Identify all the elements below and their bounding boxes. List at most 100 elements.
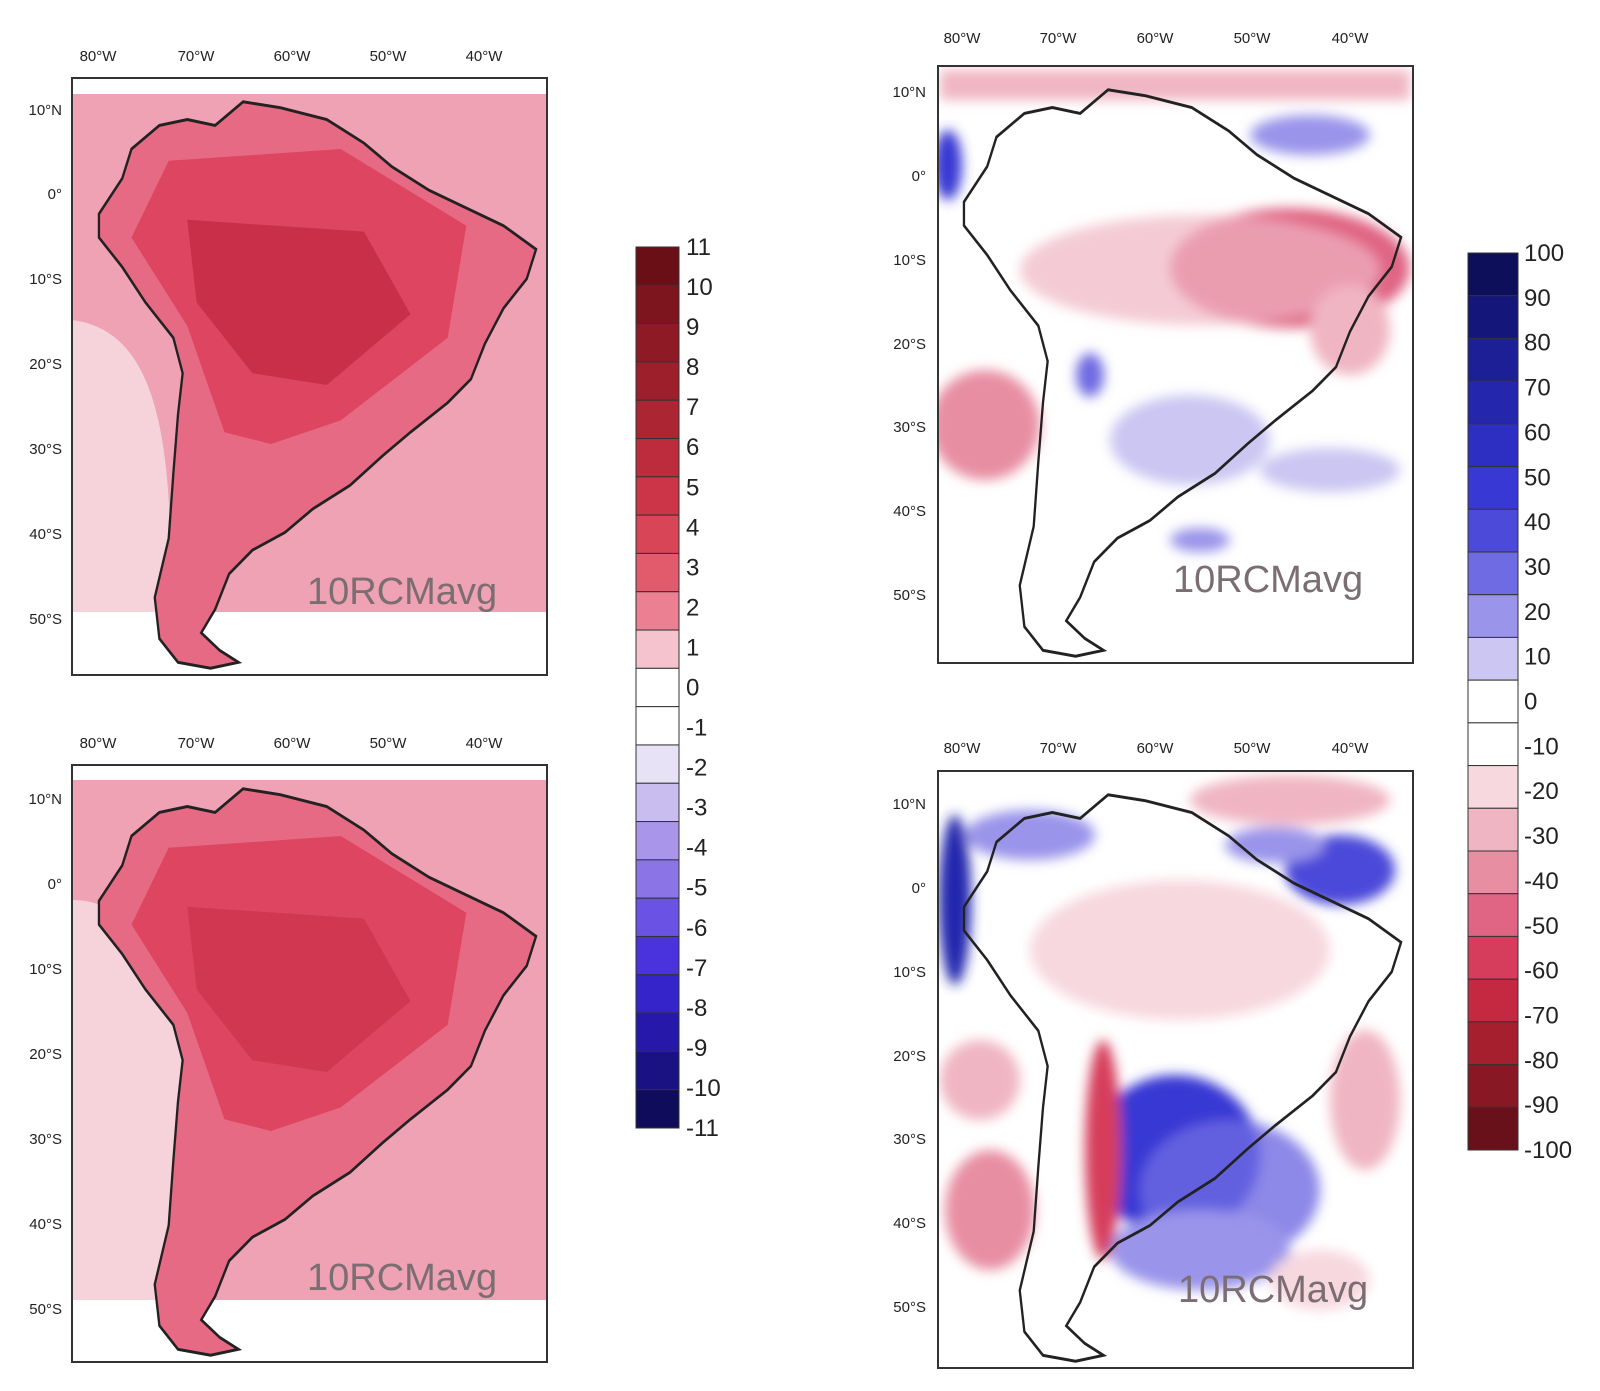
colorbar-tick-label: -80 bbox=[1524, 1047, 1559, 1074]
colorbar-swatch bbox=[1467, 466, 1519, 510]
lon-axis-labels: 80°W 70°W 60°W 50°W 40°W bbox=[80, 48, 504, 65]
colorbar-tick-label: -50 bbox=[1524, 913, 1559, 940]
svg-text:20°S: 20°S bbox=[29, 1046, 62, 1063]
colorbar-swatch bbox=[635, 476, 680, 516]
colorbar-swatch bbox=[635, 744, 680, 784]
colorbar-swatch bbox=[635, 629, 680, 669]
lon-axis-labels: 80°W 70°W 60°W 50°W 40°W bbox=[80, 735, 504, 752]
colorbar-swatch bbox=[1467, 1021, 1519, 1066]
colorbar-tick-label: 4 bbox=[686, 514, 699, 541]
colorbar-tick-label: 30 bbox=[1524, 554, 1551, 581]
colorbar-swatch bbox=[635, 821, 680, 861]
colorbar-tick-label: 20 bbox=[1524, 599, 1551, 626]
svg-text:10°S: 10°S bbox=[893, 252, 926, 269]
colorbar-swatch bbox=[1467, 893, 1519, 937]
lat-axis-labels: 10°N 0° 10°S 20°S 30°S 40°S 50°S bbox=[892, 796, 926, 1316]
lon-axis-labels: 80°W 70°W 60°W 50°W 40°W bbox=[944, 740, 1370, 757]
colorbar-swatch bbox=[1467, 337, 1519, 382]
svg-text:0°: 0° bbox=[912, 880, 926, 897]
svg-text:30°S: 30°S bbox=[29, 441, 62, 458]
svg-text:20°S: 20°S bbox=[893, 1048, 926, 1065]
map-panel-bottom-right: 10RCMavg 80°W 70°W 60°W 50°W 40°W 10°N 0… bbox=[892, 740, 1414, 1369]
colorbar-swatch bbox=[635, 552, 680, 593]
colorbar-tick-label: -70 bbox=[1524, 1002, 1559, 1029]
colorbar-tick-label: -5 bbox=[686, 875, 707, 902]
colorbar-swatch bbox=[635, 438, 680, 478]
svg-text:40°S: 40°S bbox=[893, 503, 926, 520]
colorbar-tick-label: 0 bbox=[1524, 689, 1537, 716]
colorbar-tick-label: -2 bbox=[686, 755, 707, 782]
svg-text:50°S: 50°S bbox=[893, 587, 926, 604]
colorbar-tick-label: 9 bbox=[686, 314, 699, 341]
colorbar-tick-label: -100 bbox=[1524, 1137, 1572, 1164]
colorbar-swatch bbox=[635, 974, 680, 1014]
colorbar-swatch bbox=[635, 1012, 680, 1052]
colorbar-tick-label: 10 bbox=[1524, 644, 1551, 671]
colorbar-tick-label: -9 bbox=[686, 1035, 707, 1062]
colorbar-swatch bbox=[635, 897, 680, 937]
colorbar-swatch bbox=[1467, 1064, 1519, 1108]
colorbar-swatch bbox=[1467, 295, 1519, 339]
colorbar-tick-label: 60 bbox=[1524, 419, 1551, 446]
colorbar-tick-label: -30 bbox=[1524, 823, 1559, 850]
colorbar-swatch bbox=[1467, 551, 1519, 596]
svg-text:50°S: 50°S bbox=[893, 1299, 926, 1316]
colorbar-precipitation: 1009080706050403020100-10-20-30-40-50-60… bbox=[1467, 240, 1572, 1164]
colorbar-tick-label: 70 bbox=[1524, 375, 1551, 402]
svg-text:50°W: 50°W bbox=[370, 48, 408, 65]
colorbar-swatch bbox=[1467, 850, 1519, 895]
colorbar-swatch bbox=[635, 1050, 680, 1091]
colorbar-swatch bbox=[635, 1089, 680, 1129]
colorbar-swatch bbox=[1467, 935, 1519, 980]
svg-text:20°S: 20°S bbox=[893, 336, 926, 353]
colorbar-swatch bbox=[1467, 380, 1519, 425]
colorbar-tick-label: -4 bbox=[686, 835, 707, 862]
colorbar-swatch bbox=[1467, 978, 1519, 1023]
colorbar-tick-label: 50 bbox=[1524, 464, 1551, 491]
colorbar-swatch bbox=[1467, 594, 1519, 638]
colorbar-swatch bbox=[635, 859, 680, 899]
colorbar-tick-label: 8 bbox=[686, 354, 699, 381]
svg-text:80°W: 80°W bbox=[80, 48, 118, 65]
svg-text:40°W: 40°W bbox=[1332, 740, 1370, 757]
colorbar-tick-label: 0 bbox=[686, 675, 699, 702]
colorbar-swatch bbox=[635, 361, 680, 401]
colorbar-tick-label: 80 bbox=[1524, 330, 1551, 357]
panel-label: 10RCMavg bbox=[307, 1257, 497, 1299]
colorbar-swatch bbox=[635, 399, 680, 440]
colorbar-swatch bbox=[635, 284, 680, 325]
colorbar-tick-label: -10 bbox=[1524, 733, 1559, 760]
colorbar-swatch bbox=[1467, 1106, 1519, 1151]
svg-text:40°W: 40°W bbox=[1332, 30, 1370, 47]
colorbar-tick-label: -6 bbox=[686, 915, 707, 942]
colorbar-tick-label: -11 bbox=[686, 1115, 719, 1142]
dry-anomaly bbox=[1085, 1040, 1121, 1260]
svg-text:70°W: 70°W bbox=[1040, 740, 1078, 757]
svg-text:40°S: 40°S bbox=[893, 1215, 926, 1232]
colorbar-swatch bbox=[635, 667, 680, 708]
colorbar-tick-label: -10 bbox=[686, 1075, 721, 1102]
colorbar-swatch bbox=[1467, 252, 1519, 297]
svg-text:40°W: 40°W bbox=[466, 735, 504, 752]
svg-text:10°N: 10°N bbox=[28, 791, 62, 808]
svg-text:80°W: 80°W bbox=[944, 30, 982, 47]
colorbar-swatch bbox=[635, 246, 680, 286]
panel-label: 10RCMavg bbox=[1173, 559, 1363, 601]
colorbar-tick-label: -90 bbox=[1524, 1092, 1559, 1119]
svg-text:60°W: 60°W bbox=[1137, 30, 1175, 47]
colorbar-tick-label: -1 bbox=[686, 715, 707, 742]
svg-text:40°S: 40°S bbox=[29, 1216, 62, 1233]
colorbar-tick-label: 10 bbox=[686, 274, 713, 301]
colorbar-tick-label: -60 bbox=[1524, 958, 1559, 985]
svg-text:40°W: 40°W bbox=[466, 48, 504, 65]
svg-text:40°S: 40°S bbox=[29, 526, 62, 543]
svg-text:60°W: 60°W bbox=[274, 48, 312, 65]
colorbar-swatch bbox=[1467, 636, 1519, 681]
svg-text:50°W: 50°W bbox=[1234, 740, 1272, 757]
svg-text:30°S: 30°S bbox=[29, 1131, 62, 1148]
svg-text:80°W: 80°W bbox=[944, 740, 982, 757]
colorbar-swatch bbox=[635, 514, 680, 554]
ocean-light-zone bbox=[72, 320, 171, 612]
